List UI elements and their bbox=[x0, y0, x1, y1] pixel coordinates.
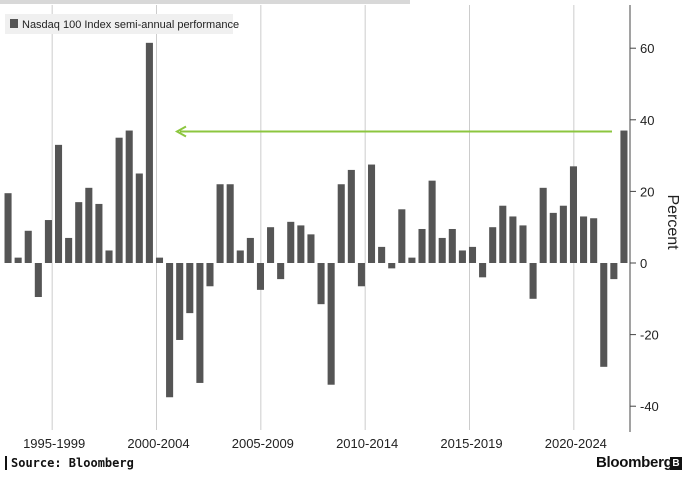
bloomberg-wordmark: Bloomberg bbox=[596, 454, 673, 471]
bar bbox=[155, 257, 164, 263]
legend: Nasdaq 100 Index semi-annual performance bbox=[5, 14, 239, 34]
grid-layer bbox=[51, 5, 575, 430]
bar bbox=[297, 225, 305, 263]
bar bbox=[489, 227, 497, 263]
bar bbox=[206, 263, 214, 287]
source-note: Source: Bloomberg bbox=[5, 456, 134, 470]
arrow-annotation bbox=[174, 125, 612, 138]
x-period-label: 2010-2014 bbox=[336, 436, 398, 451]
bar bbox=[166, 263, 174, 398]
bar bbox=[287, 221, 295, 263]
legend-box bbox=[5, 14, 233, 34]
bar bbox=[186, 263, 194, 314]
y-tick-label: -20 bbox=[640, 328, 659, 343]
x-period-label: 2000-2004 bbox=[127, 436, 189, 451]
bars-layer bbox=[4, 42, 628, 398]
x-period-label: 1995-1999 bbox=[23, 436, 85, 451]
y-axis: 60 40 20 0 -20 -40 bbox=[629, 5, 659, 432]
bar bbox=[559, 205, 567, 263]
y-tick-label: -40 bbox=[640, 399, 659, 414]
bar bbox=[367, 164, 376, 263]
legend-label: Nasdaq 100 Index semi-annual performance bbox=[22, 19, 239, 31]
bloomberg-logo-icon: B bbox=[670, 457, 682, 470]
bar bbox=[14, 257, 22, 263]
bar bbox=[307, 234, 315, 263]
arrow-head bbox=[174, 125, 187, 138]
x-period-label: 2005-2009 bbox=[232, 436, 294, 451]
y-tick-label: 40 bbox=[640, 113, 654, 128]
bar bbox=[226, 184, 234, 263]
bar bbox=[196, 263, 204, 383]
bar bbox=[428, 180, 436, 263]
x-period-label: 2020-2024 bbox=[545, 436, 607, 451]
bar bbox=[337, 184, 345, 263]
bar bbox=[125, 130, 133, 263]
bar bbox=[610, 263, 618, 280]
x-period-label: 2015-2019 bbox=[440, 436, 502, 451]
bar bbox=[458, 250, 466, 263]
bar bbox=[176, 263, 184, 340]
bar bbox=[519, 225, 527, 263]
bar bbox=[327, 263, 335, 385]
bar bbox=[438, 237, 446, 263]
bar bbox=[388, 263, 396, 269]
bar bbox=[499, 205, 507, 263]
bar bbox=[277, 263, 285, 280]
bar bbox=[4, 193, 12, 263]
bar bbox=[256, 263, 265, 290]
bar bbox=[378, 246, 386, 263]
bar bbox=[85, 187, 93, 263]
x-axis-labels: 1995-1999 2000-2004 2005-2009 2010-2014 2015… bbox=[23, 436, 607, 451]
bar bbox=[65, 237, 73, 263]
bar bbox=[115, 137, 123, 263]
bar bbox=[357, 263, 365, 287]
bar bbox=[529, 263, 537, 299]
bar bbox=[600, 263, 608, 367]
bar bbox=[317, 263, 325, 305]
bar bbox=[580, 216, 588, 263]
title-strip bbox=[0, 0, 410, 4]
bar bbox=[267, 227, 275, 263]
bar bbox=[539, 187, 547, 263]
y-tick-label: 60 bbox=[640, 41, 654, 56]
y-axis-title: Percent bbox=[664, 194, 681, 250]
bar bbox=[145, 42, 153, 263]
bar bbox=[216, 184, 224, 263]
bar bbox=[620, 130, 628, 263]
bar bbox=[236, 250, 244, 263]
y-tick-label: 0 bbox=[640, 256, 647, 271]
bar bbox=[75, 202, 83, 263]
bar bbox=[418, 228, 426, 263]
bar bbox=[24, 230, 32, 263]
legend-swatch bbox=[10, 19, 18, 28]
bar bbox=[246, 237, 254, 263]
bar bbox=[135, 173, 143, 263]
bar bbox=[468, 246, 477, 263]
bar bbox=[408, 257, 416, 263]
bar bbox=[95, 203, 103, 263]
bar bbox=[590, 218, 598, 263]
bar bbox=[105, 250, 113, 263]
y-tick-label: 20 bbox=[640, 184, 654, 199]
bar bbox=[549, 212, 557, 263]
bar bbox=[479, 263, 487, 278]
bar bbox=[509, 216, 517, 263]
bar bbox=[448, 228, 456, 263]
bar bbox=[347, 169, 355, 263]
bar bbox=[398, 209, 406, 263]
bar bbox=[44, 220, 52, 263]
bar bbox=[34, 263, 42, 298]
bar bbox=[54, 144, 63, 263]
bar bbox=[569, 166, 578, 263]
